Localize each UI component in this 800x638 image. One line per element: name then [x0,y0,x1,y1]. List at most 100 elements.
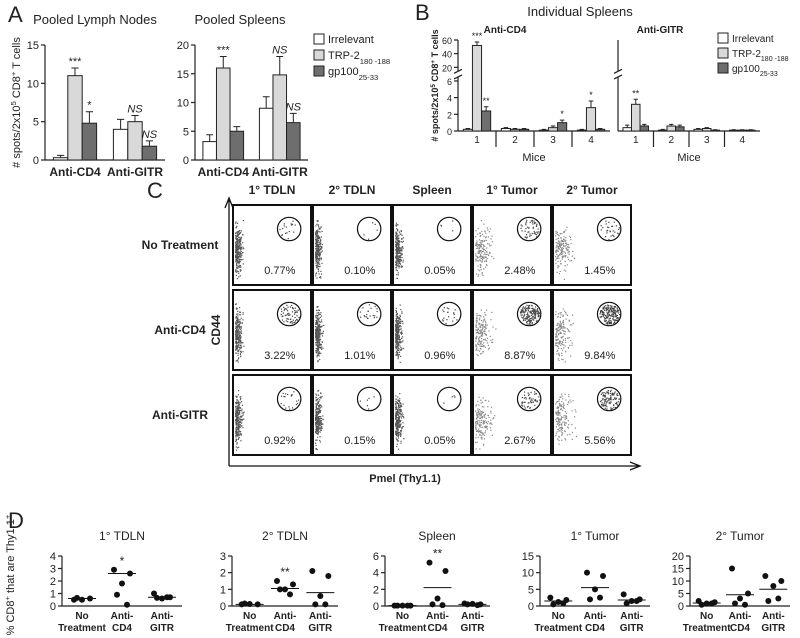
event-dot [481,325,483,327]
event-dot [318,422,320,424]
event-dot [402,322,404,325]
event-dot [398,240,401,242]
event-dot [555,411,557,413]
event-dot [530,311,532,314]
event-dot [570,242,572,245]
event-dot [236,245,238,247]
event-dot [239,269,241,271]
event-dot [558,272,560,275]
event-dot [399,324,401,327]
event-dot [292,319,295,321]
event-dot [237,400,239,402]
event-dot [602,404,604,407]
event-dot [482,411,485,413]
event-dot [480,244,483,246]
event-dot [241,408,243,410]
event-dot [235,338,237,340]
event-dot [533,232,535,235]
y-tick-label: 0 [50,601,56,613]
data-point [119,580,125,587]
event-dot [237,350,239,353]
flow-plot: 9.84% [552,289,632,371]
event-dot [533,319,535,321]
event-dot [575,411,577,413]
event-dot [238,236,241,239]
event-dot [483,253,485,256]
event-dot [451,396,453,398]
data-point [290,581,296,588]
event-dot [401,311,403,313]
event-dot [315,342,317,344]
event-dot [483,339,485,341]
event-dot [483,316,485,318]
event-dot [399,263,401,265]
event-dot [609,390,612,393]
event-dot [567,330,570,332]
event-dot [399,398,401,400]
event-dot [237,323,239,325]
event-dot [235,411,237,414]
event-dot [561,424,563,426]
event-dot [477,328,479,331]
event-dot [316,241,318,243]
event-dot [400,337,403,339]
event-dot [481,438,483,440]
event-dot [242,312,244,314]
event-dot [479,232,482,234]
event-dot [402,425,404,428]
x-tick-label: 3 [704,135,710,146]
event-dot [395,240,397,242]
event-dot [566,249,568,251]
event-dot [480,243,482,245]
event-dot [611,313,614,315]
event-dot [614,313,617,316]
bar [630,103,641,132]
event-dot [235,434,238,436]
event-dot [321,423,323,425]
text-segment: gp100 [732,64,760,75]
gated-events [521,391,541,409]
event-dot [454,309,456,311]
event-dot [316,233,318,235]
event-dot [317,320,319,322]
event-dot [567,426,569,428]
event-dot [559,316,561,319]
bar [52,157,69,161]
event-dot [532,398,534,400]
event-dot [240,342,242,344]
event-dot [297,309,299,311]
event-dot [530,400,532,402]
event-dot [236,235,239,238]
significance-label: NS [142,129,158,141]
event-dot [481,261,483,263]
event-dot [606,391,608,393]
event-dot [476,441,478,443]
event-dot [239,260,241,263]
event-dot [320,352,322,354]
event-dot [363,315,365,317]
event-dot [319,425,321,427]
data-point [745,590,751,597]
event-dot [315,405,318,407]
event-dot [609,322,611,325]
event-dot [490,319,492,321]
event-dot [239,251,241,254]
error-bar [642,123,647,126]
event-dot [570,339,572,342]
event-dot [395,328,397,330]
y-tick-label: 60 [442,36,452,46]
event-dot [291,407,294,409]
event-dot [397,349,400,352]
event-dot [317,399,319,401]
event-dot [556,257,559,259]
event-dot [480,239,482,242]
event-dot [239,253,242,255]
event-dot [396,340,398,342]
event-dot [555,335,557,337]
event-dot [237,320,239,322]
event-dot [396,270,398,272]
event-dot [565,422,567,424]
event-dot [239,434,241,436]
event-dot [317,410,320,413]
event-dot [398,417,401,419]
